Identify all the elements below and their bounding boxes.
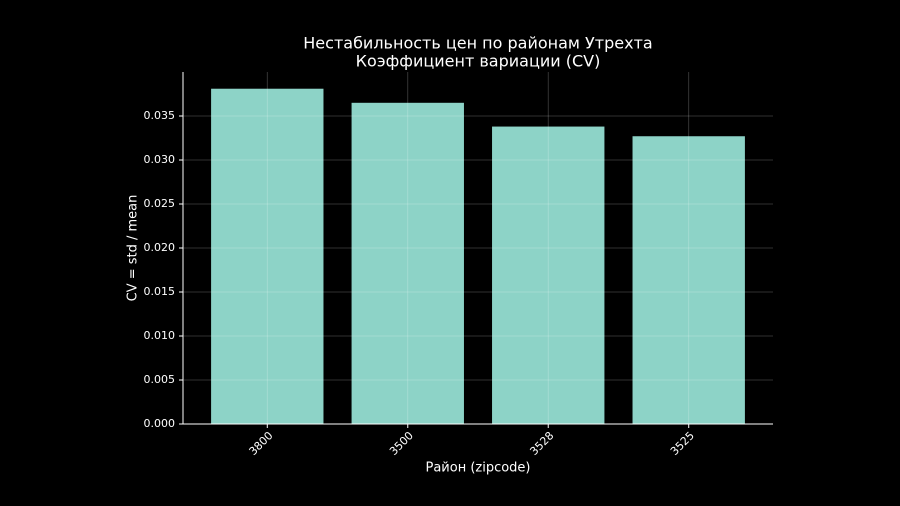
bar (632, 136, 745, 425)
y-tick-label: 0.025 (144, 197, 176, 210)
bar (211, 88, 324, 424)
y-tick-label: 0.005 (144, 373, 176, 386)
bar (351, 102, 464, 425)
x-tick-label: 3528 (527, 429, 556, 458)
y-tick-label: 0.020 (144, 241, 176, 254)
y-tick-label: 0.030 (144, 153, 176, 166)
chart-subtitle: Коэффициент вариации (CV) (356, 52, 601, 71)
y-axis-label: CV = std / mean (126, 195, 141, 302)
y-tick-label: 0.035 (144, 109, 176, 122)
y-tick-label: 0.010 (144, 329, 176, 342)
bar (492, 126, 605, 424)
x-tick-label: 3525 (668, 429, 697, 458)
x-tick-label: 3500 (387, 429, 416, 458)
x-tick-label: 3800 (247, 429, 276, 458)
chart-title: Нестабильность цен по районам Утрехта (303, 34, 652, 53)
x-axis-label: Район (zipcode) (425, 461, 530, 476)
y-tick-label: 0.000 (144, 417, 176, 430)
y-tick-label: 0.015 (144, 285, 176, 298)
